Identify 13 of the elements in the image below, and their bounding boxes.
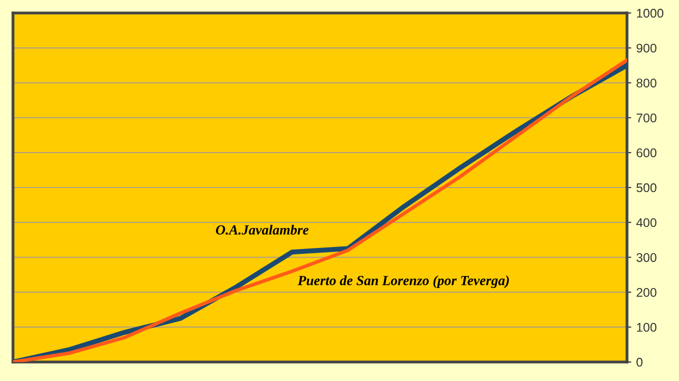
- y-tick-label: 800: [636, 78, 656, 88]
- y-tick-label: 0: [636, 358, 642, 367]
- y-tick-label: 1000: [636, 8, 664, 18]
- series-label: Puerto de San Lorenzo (por Teverga): [298, 275, 509, 288]
- y-tick-label: 900: [636, 44, 656, 53]
- y-tick-label: 700: [636, 114, 656, 122]
- y-tick-label: 200: [636, 288, 656, 297]
- y-tick-label: 400: [636, 218, 656, 228]
- y-tick-label: 300: [636, 253, 656, 262]
- y-tick-label: 500: [636, 183, 656, 192]
- series-label: O.A.Javalambre: [216, 224, 309, 235]
- y-tick-label: 600: [636, 148, 656, 158]
- y-tick-label: 100: [636, 322, 656, 332]
